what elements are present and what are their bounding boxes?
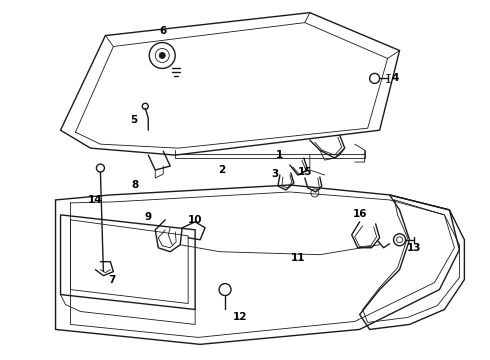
Text: 8: 8 — [132, 180, 139, 190]
Text: 11: 11 — [291, 253, 305, 263]
Text: 15: 15 — [297, 167, 312, 177]
Text: 5: 5 — [130, 115, 137, 125]
Text: 2: 2 — [219, 165, 226, 175]
Circle shape — [159, 53, 165, 58]
Text: 16: 16 — [352, 209, 367, 219]
Text: 10: 10 — [188, 215, 202, 225]
Text: 9: 9 — [145, 212, 152, 222]
Text: 1: 1 — [276, 150, 284, 160]
Text: 13: 13 — [407, 243, 422, 253]
Text: 4: 4 — [392, 73, 399, 84]
Text: 7: 7 — [109, 275, 116, 285]
Text: 6: 6 — [160, 26, 167, 36]
Text: 12: 12 — [233, 312, 247, 323]
Text: 3: 3 — [271, 169, 278, 179]
Text: 14: 14 — [88, 195, 103, 205]
